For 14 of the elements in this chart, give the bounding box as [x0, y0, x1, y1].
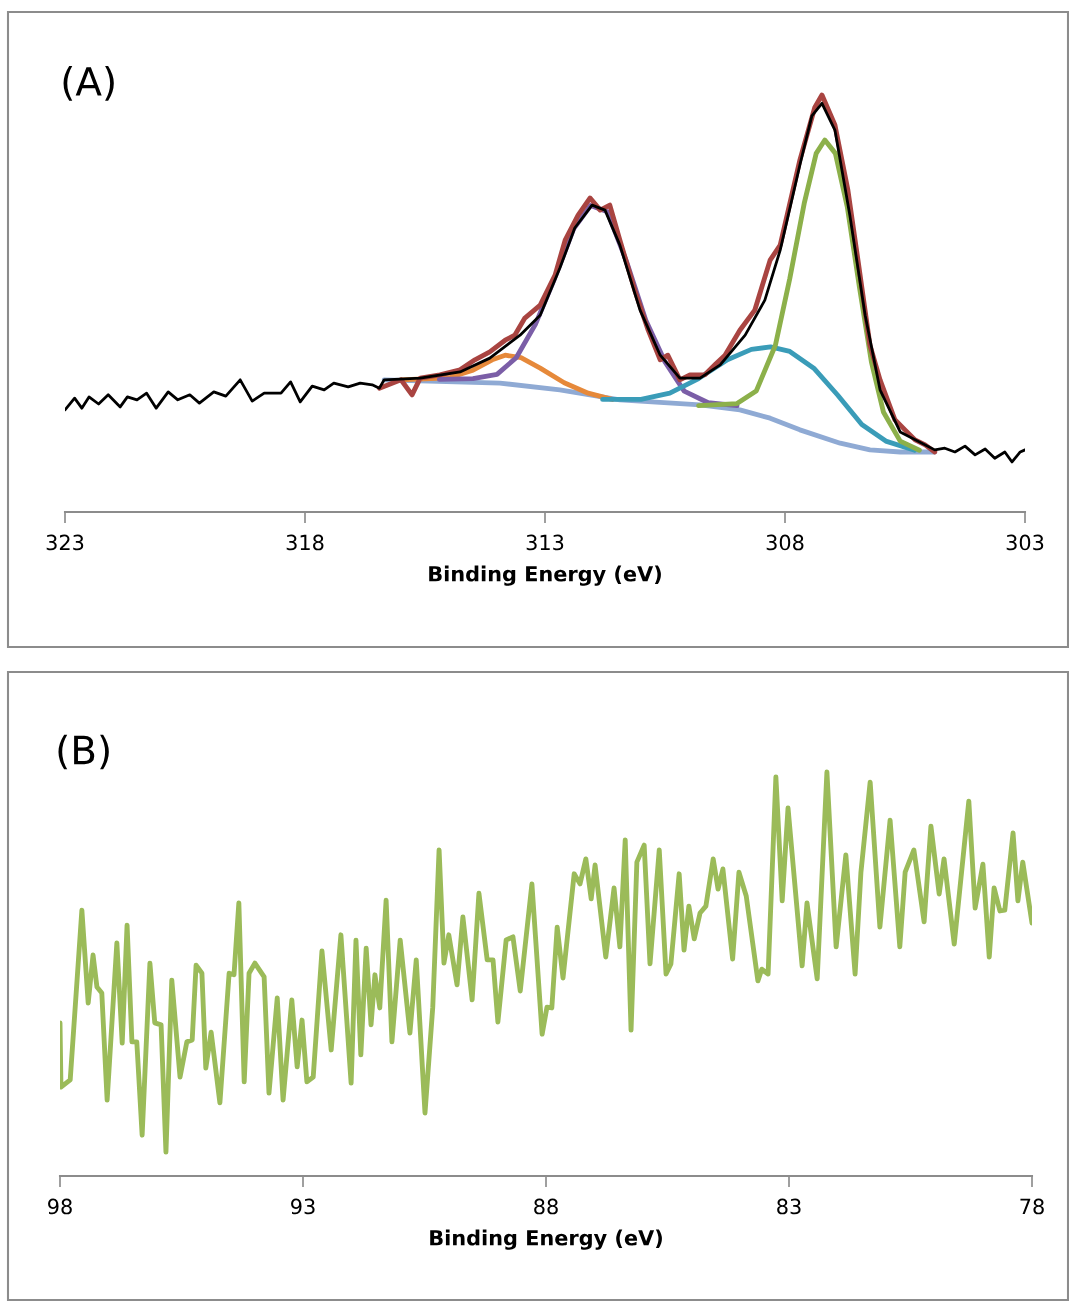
x-tick-label: 98	[48, 1198, 72, 1215]
x-tick-label: 318	[286, 534, 324, 551]
x-tick-label: 83	[777, 1198, 801, 1215]
x-tick-label: 78	[1020, 1198, 1044, 1215]
x-tick-label: 303	[1006, 534, 1044, 551]
x-tick-label: 93	[291, 1198, 315, 1215]
x-tick-label: 313	[526, 534, 564, 551]
x-tick-label: 88	[534, 1198, 558, 1215]
x-tick-label: 323	[46, 534, 84, 551]
x-tick-label: 308	[766, 534, 804, 551]
x-axis-title: Binding Energy (eV)	[429, 565, 661, 586]
chart-title: (A)	[63, 66, 114, 101]
chart-title: (B)	[58, 734, 109, 770]
x-axis-title: Binding Energy (eV)	[430, 1229, 662, 1250]
